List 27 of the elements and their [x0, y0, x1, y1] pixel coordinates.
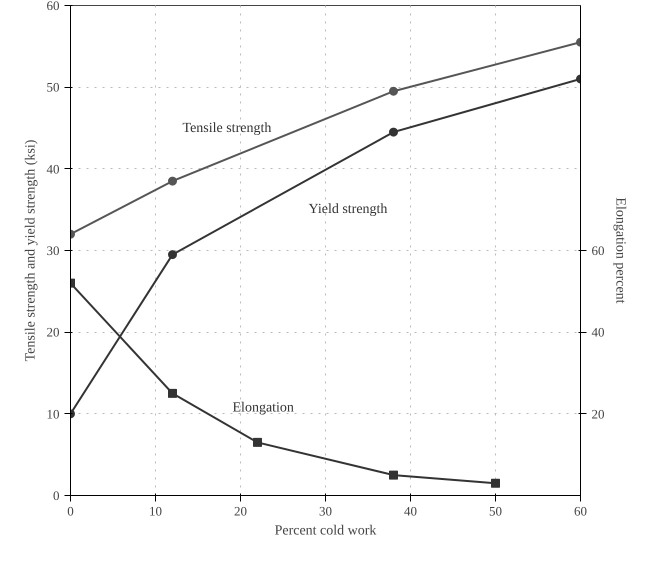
y-tick-label: 50	[46, 80, 60, 95]
y-tick-label: 10	[46, 406, 60, 422]
x-axis-title: Percent cold work	[274, 524, 376, 538]
x-tick-label: 10	[149, 504, 162, 518]
x-tick-label: 50	[489, 504, 502, 518]
y-tick-label: 40	[46, 161, 60, 176]
x-tick-label: 60	[574, 504, 587, 518]
y2-axis-title: Elongation percent	[612, 197, 628, 304]
y2-tick-label: 60	[592, 243, 604, 258]
x-tick-label: 40	[404, 504, 417, 518]
y-axis-title: Tensile strength and yield strength (ksi)	[24, 139, 38, 362]
series-label: Tensile strength	[182, 121, 272, 136]
series-label: Yield strength	[308, 202, 388, 218]
point	[253, 438, 262, 447]
x-tick-label: 0	[67, 504, 74, 518]
series-label: Elongation	[232, 400, 294, 416]
y-tick-label: 20	[46, 324, 60, 340]
y2-tick-label: 40	[592, 324, 604, 340]
y-tick-label: 0	[53, 488, 60, 503]
point	[491, 478, 500, 488]
x-tick-label: 30	[319, 504, 332, 518]
point	[168, 388, 177, 398]
y-tick-label: 30	[46, 243, 60, 258]
y2-tick-label: 20	[592, 406, 604, 422]
y-tick-label: 60	[46, 0, 60, 13]
point	[389, 470, 398, 480]
x-tick-label: 20	[234, 504, 247, 518]
